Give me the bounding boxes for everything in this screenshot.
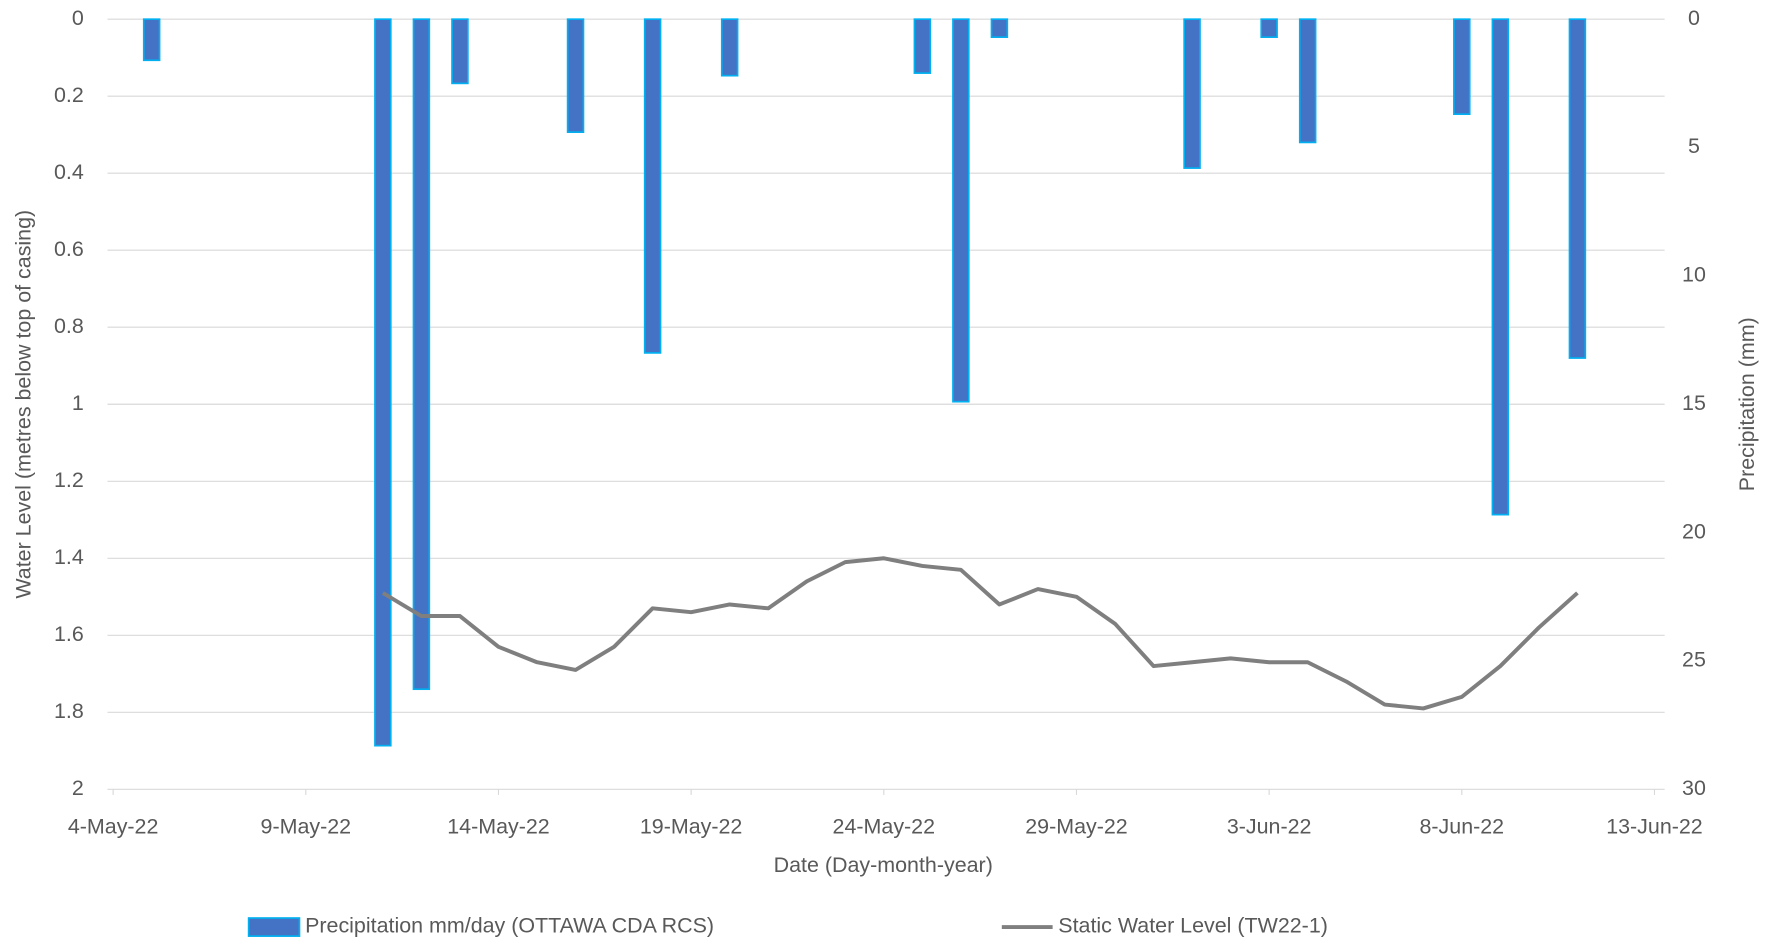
bar — [1260, 18, 1278, 39]
y-tick-label: 1.4 — [54, 545, 84, 569]
bar — [1453, 18, 1471, 116]
bar — [720, 18, 739, 77]
y2-tick-label: 30 — [1682, 776, 1706, 800]
bar — [952, 18, 970, 403]
x-tick-label: 24-May-22 — [833, 814, 935, 838]
y2-tick-label: 25 — [1682, 648, 1706, 672]
bar — [374, 18, 392, 747]
bar — [990, 18, 1009, 39]
x-tick-label: 29-May-22 — [1025, 814, 1127, 838]
y-tick-label: 1.2 — [54, 468, 84, 492]
bar — [412, 18, 431, 691]
bar — [643, 18, 662, 354]
y-tick-label: 1 — [72, 391, 84, 415]
x-tick-label: 13-Jun-22 — [1606, 814, 1703, 838]
y-tick-label: 1.6 — [54, 622, 84, 646]
bar — [451, 18, 469, 85]
x-tick-label: 8-Jun-22 — [1420, 814, 1505, 838]
line — [381, 556, 1579, 711]
x-tick-label: 4-May-22 — [68, 814, 159, 838]
y-axis-title: Water Level (metres below top of casing) — [12, 210, 36, 599]
bar — [1183, 18, 1201, 169]
y2-axis-title: Precipitation (mm) — [1735, 317, 1759, 491]
y-tick-label: 0.4 — [54, 160, 84, 184]
x-tick-label: 19-May-22 — [640, 814, 742, 838]
y2-tick-label: 0 — [1688, 6, 1700, 30]
legend-label: Precipitation mm/day (OTTAWA CDA RCS) — [305, 914, 714, 938]
x-tick-label: 9-May-22 — [261, 814, 352, 838]
y2-tick-label: 10 — [1682, 263, 1706, 287]
bar — [1568, 18, 1587, 359]
bar — [1491, 18, 1510, 516]
x-tick-label: 14-May-22 — [447, 814, 549, 838]
legend-swatch — [247, 917, 301, 937]
y-tick-label: 0.2 — [54, 83, 84, 107]
bar — [142, 18, 161, 62]
y2-tick-label: 15 — [1682, 391, 1706, 415]
y-tick-label: 2 — [72, 776, 84, 800]
bar — [1298, 18, 1317, 144]
legend-label: Static Water Level (TW22-1) — [1058, 914, 1328, 938]
bar — [566, 18, 585, 133]
y-tick-label: 0 — [72, 6, 84, 30]
y2-tick-label: 20 — [1682, 519, 1706, 543]
y2-tick-label: 5 — [1688, 134, 1700, 158]
y-tick-label: 1.8 — [54, 699, 84, 723]
bar — [913, 18, 932, 74]
x-tick-label: 3-Jun-22 — [1227, 814, 1312, 838]
y-tick-label: 0.8 — [54, 314, 84, 338]
x-axis-title: Date (Day-month-year) — [774, 853, 993, 877]
y-tick-label: 0.6 — [54, 237, 84, 261]
